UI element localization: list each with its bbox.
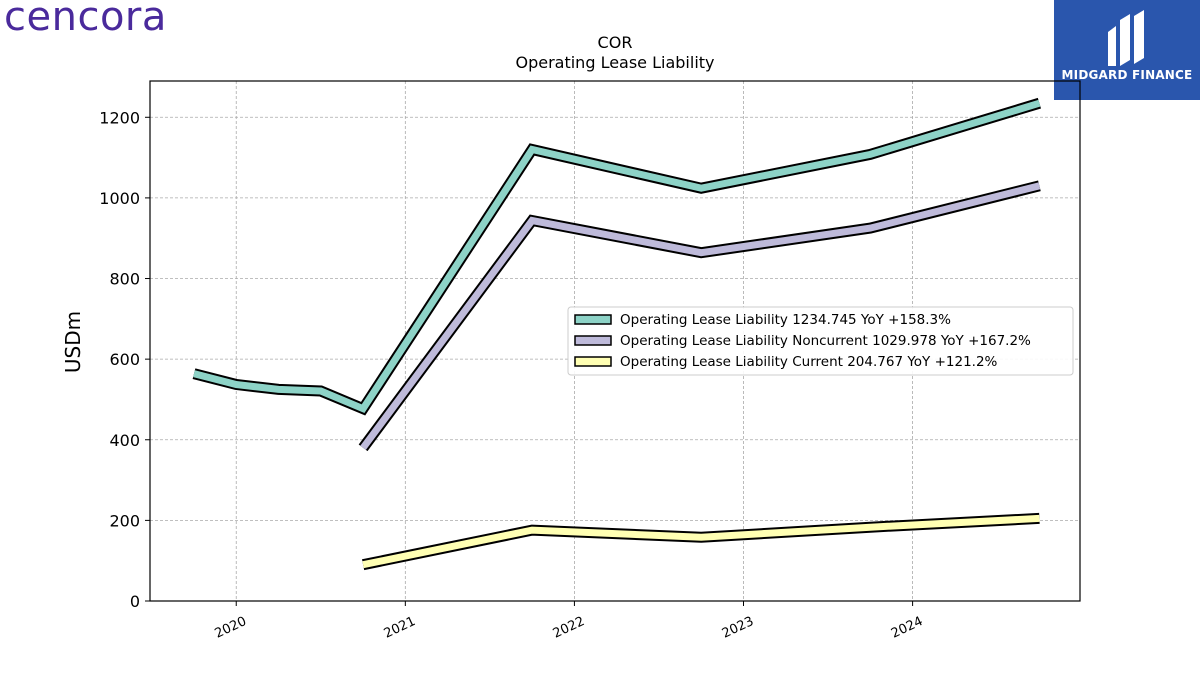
y-tick-label: 1000: [99, 189, 140, 208]
legend-entry: Operating Lease Liability Current 204.76…: [620, 354, 998, 370]
partner-logo: MIDGARD FINANCE: [1054, 0, 1200, 100]
x-tick-label: 2021: [382, 614, 418, 642]
partner-name: MIDGARD FINANCE: [1061, 68, 1193, 82]
y-tick-label: 1200: [99, 108, 140, 127]
y-axis-label: USDm: [61, 311, 85, 373]
legend-swatch: [574, 314, 612, 325]
partner-mark-icon: [1108, 10, 1144, 66]
chart-subtitle: Operating Lease Liability: [515, 53, 714, 72]
series-line-3: [361, 512, 1040, 571]
series-layer: [192, 97, 1041, 571]
series-line-fill: [360, 182, 1041, 450]
plot-area-frame: [149, 80, 1081, 602]
series-line-1: [192, 97, 1041, 416]
series-line-fill: [362, 514, 1040, 569]
legend-swatch: [574, 335, 612, 346]
series-line-2: [358, 180, 1041, 452]
x-tick-label: 2022: [551, 614, 587, 642]
chart-title: COR: [598, 33, 633, 52]
series-line-fill: [193, 99, 1041, 414]
x-ticks: 2020 2021 2022 2023 2024: [213, 601, 925, 642]
legend: Operating Lease Liability 1234.745 YoY +…: [567, 306, 1074, 376]
x-tick-label: 2020: [213, 614, 249, 642]
y-tick-label: 200: [109, 511, 140, 530]
x-tick-label: 2023: [720, 614, 756, 642]
legend-entry: Operating Lease Liability Noncurrent 102…: [620, 333, 1031, 349]
legend-swatch: [574, 356, 612, 367]
legend-entry: Operating Lease Liability 1234.745 YoY +…: [620, 312, 951, 328]
y-ticks: 0 200 400 600 800 1000 1200: [99, 108, 150, 611]
y-tick-label: 600: [109, 350, 140, 369]
x-tick-label: 2024: [889, 614, 925, 642]
y-tick-label: 0: [130, 592, 140, 611]
y-tick-label: 400: [109, 431, 140, 450]
y-tick-label: 800: [109, 270, 140, 289]
brand-logo: cencora: [4, 0, 167, 40]
legend-box: [567, 306, 1074, 376]
